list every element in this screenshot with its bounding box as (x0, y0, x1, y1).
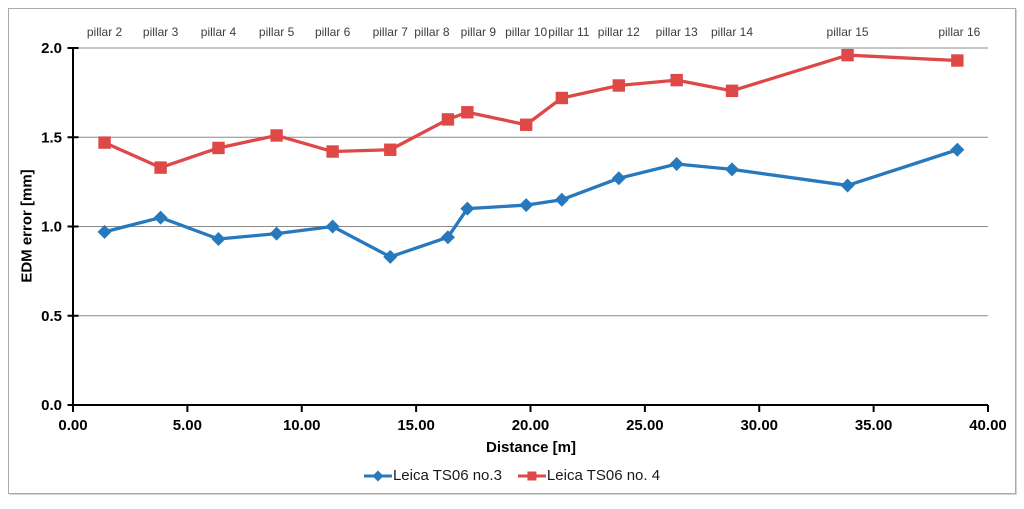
pillar-label: pillar 9 (461, 25, 497, 39)
pillar-label: pillar 12 (598, 25, 640, 39)
x-tick-label: 30.00 (740, 417, 778, 434)
data-point-square (519, 118, 533, 131)
data-point-diamond (669, 157, 684, 172)
legend-item-series-2: Leica TS06 no. 4 (517, 467, 661, 484)
pillar-label: pillar 8 (414, 25, 450, 39)
x-tick-label: 5.00 (173, 417, 202, 434)
legend-label-series-1: Leica TS06 no.3 (392, 467, 502, 484)
pillar-label: pillar 15 (827, 25, 869, 39)
data-point-diamond (611, 171, 626, 186)
y-tick-label: 2.0 (41, 40, 62, 57)
pillar-label: pillar 14 (711, 25, 753, 39)
x-tick-label: 10.00 (283, 417, 321, 434)
legend-label-series-2: Leica TS06 no. 4 (546, 467, 661, 484)
x-tick-label: 20.00 (512, 417, 550, 434)
legend-square-marker (527, 471, 537, 480)
data-point-diamond (460, 201, 475, 216)
y-tick-label: 0.5 (41, 308, 62, 325)
data-point-square (951, 54, 964, 67)
data-point-diamond (383, 249, 398, 264)
pillar-label: pillar 11 (548, 25, 589, 39)
x-axis-title: Distance [m] (485, 439, 577, 456)
data-point-square (441, 113, 455, 126)
data-point-diamond (440, 230, 455, 245)
data-point-diamond (325, 219, 340, 234)
data-point-square (725, 84, 739, 98)
y-axis-title: EDM error [mm] (18, 169, 36, 283)
data-point-square (212, 141, 225, 155)
legend-marker-svg (363, 470, 392, 481)
y-tick-label: 1.5 (41, 129, 62, 146)
legend-line-square-icon (517, 468, 546, 484)
data-point-square (384, 143, 397, 156)
pillar-label: pillar 13 (656, 25, 698, 39)
data-point-diamond (950, 142, 965, 157)
data-point-square (555, 91, 569, 105)
pillar-label: pillar 7 (373, 25, 409, 39)
x-tick-label: 40.00 (969, 417, 1007, 434)
data-point-diamond (97, 224, 112, 239)
data-point-square (270, 129, 283, 142)
pillar-label: pillar 5 (259, 25, 295, 39)
x-tick-label: 25.00 (626, 417, 664, 434)
x-tick-label: 35.00 (855, 417, 893, 434)
data-point-square (612, 79, 625, 92)
legend-item-series-1: Leica TS06 no.3 (363, 467, 502, 484)
x-tick-label: 15.00 (397, 417, 435, 434)
data-point-square (670, 73, 683, 87)
legend-line-diamond-icon (363, 468, 392, 484)
y-tick-label: 1.0 (41, 219, 62, 236)
data-point-square (326, 145, 339, 158)
pillar-label: pillar 3 (143, 25, 179, 39)
series-line-2 (102, 53, 959, 170)
data-point-diamond (153, 210, 168, 225)
legend-diamond-marker (372, 470, 384, 481)
data-point-diamond (211, 231, 226, 246)
data-point-square (461, 106, 474, 119)
data-point-diamond (554, 192, 569, 207)
data-point-square (154, 161, 167, 174)
pillar-label: pillar 6 (315, 25, 351, 39)
legend: Leica TS06 no.3 Leica TS06 no. 4 (363, 467, 661, 484)
data-point-diamond (269, 226, 284, 241)
pillar-label: pillar 10 (505, 25, 547, 39)
pillar-label: pillar 4 (201, 25, 237, 39)
x-tick-label: 0.00 (58, 417, 87, 434)
data-point-diamond (725, 162, 740, 177)
pillar-label: pillar 16 (938, 25, 980, 39)
data-point-diamond (519, 198, 534, 213)
pillar-label: pillar 2 (87, 25, 123, 39)
legend-marker-svg (517, 471, 546, 480)
data-point-square (98, 136, 111, 149)
data-point-square (841, 48, 854, 62)
y-tick-label: 0.0 (41, 397, 62, 414)
data-point-diamond (840, 178, 855, 193)
chart-border-frame (8, 8, 1016, 494)
